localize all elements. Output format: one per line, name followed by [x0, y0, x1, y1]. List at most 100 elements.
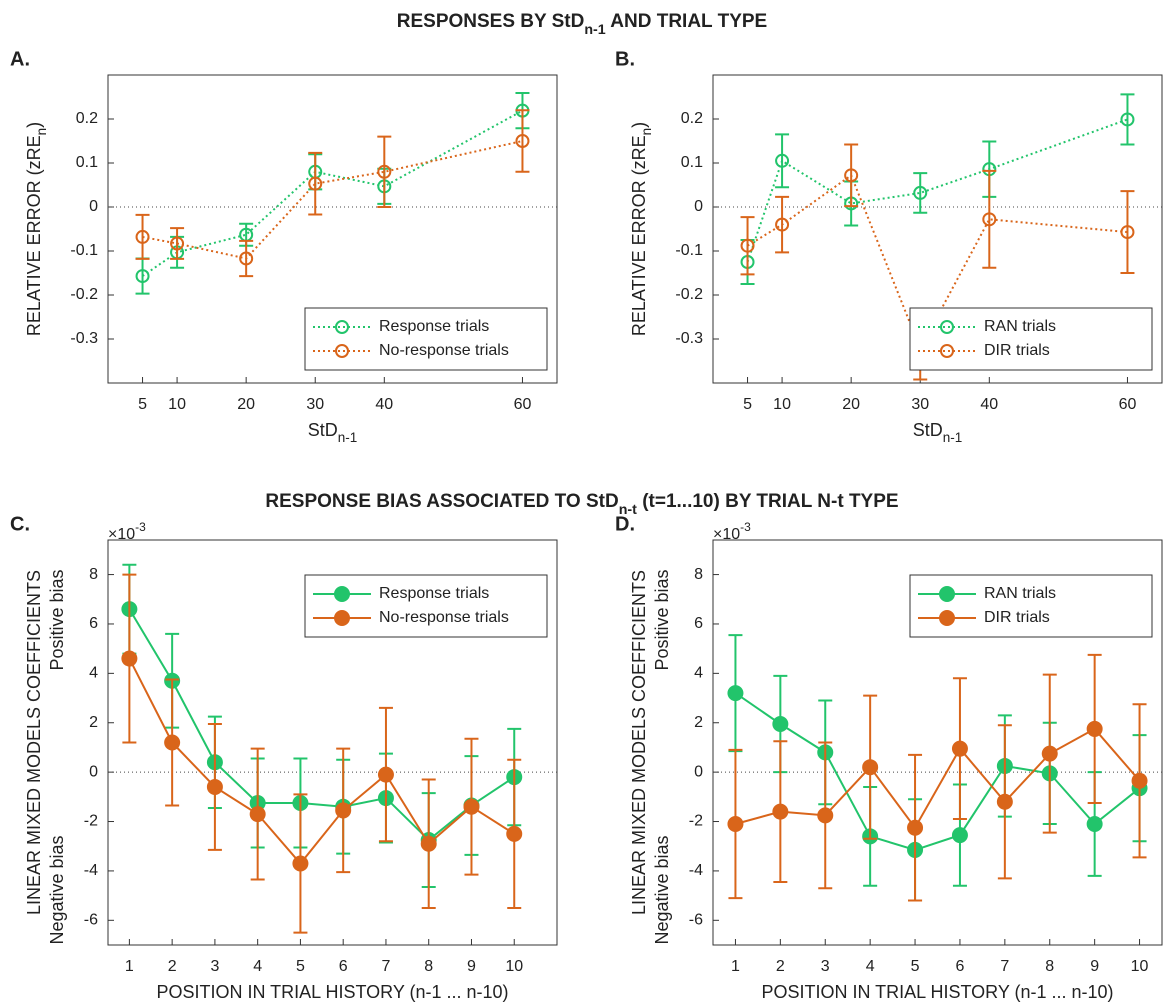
data-point — [506, 825, 523, 842]
y-tick-label: 6 — [89, 615, 98, 632]
x-tick-label: 9 — [1090, 958, 1099, 975]
x-tick-label: 2 — [168, 958, 177, 975]
x-axis-label-part: n-1 — [943, 430, 963, 445]
x-tick-label: 8 — [1045, 958, 1054, 975]
error-bar — [515, 109, 530, 173]
section-title-part: RESPONSES BY StD — [397, 11, 585, 32]
data-point — [164, 734, 181, 751]
error-bar — [775, 195, 790, 254]
error-bar — [135, 257, 150, 295]
error-bar — [135, 213, 150, 260]
data-point — [515, 134, 530, 148]
x-tick-label: 1 — [125, 958, 134, 975]
x-tick-label: 10 — [1131, 958, 1149, 975]
x-tick-label: 4 — [253, 958, 262, 975]
legend-label: Response trials — [379, 318, 489, 335]
data-point — [239, 251, 254, 266]
legend-label: DIR trials — [984, 342, 1050, 359]
x-tick-label: 40 — [375, 396, 393, 413]
x-axis-label-part: StD — [308, 420, 338, 440]
legend-marker — [939, 586, 955, 602]
legend-label: No-response trials — [379, 342, 509, 359]
x-axis-label-part: n-1 — [338, 430, 358, 445]
series-line — [734, 692, 1141, 851]
data-point — [996, 793, 1013, 810]
section-title: RESPONSE BIAS ASSOCIATED TO StDn-t (t=1.… — [265, 491, 898, 518]
data-point — [1120, 225, 1135, 240]
panel-label: D. — [615, 513, 635, 535]
x-tick-label: 3 — [821, 958, 830, 975]
error-bar — [170, 227, 185, 260]
section-title-part: n-1 — [584, 22, 605, 38]
data-point — [775, 153, 790, 168]
data-point — [775, 217, 790, 232]
error-bar — [913, 172, 928, 214]
bias-label: Positive bias — [652, 569, 672, 670]
x-tick-label: 10 — [168, 396, 186, 413]
data-point — [1086, 815, 1103, 832]
x-axis-label: StDn-1 — [913, 420, 963, 445]
error-bar — [1120, 190, 1135, 274]
error-bar — [1120, 93, 1135, 146]
y-tick-label: -0.1 — [675, 242, 703, 259]
x-tick-label: 30 — [911, 396, 929, 413]
x-tick-label: 7 — [1000, 958, 1009, 975]
y-axis-label: RELATIVE ERROR (zREn) — [24, 122, 49, 336]
series-line — [141, 109, 523, 277]
y-tick-label: -4 — [689, 862, 703, 879]
x-tick-label: 5 — [138, 396, 147, 413]
legend-marker — [334, 586, 350, 602]
panel-label: A. — [10, 48, 30, 70]
legend-marker — [335, 344, 349, 358]
data-point — [817, 807, 834, 824]
data-point — [135, 269, 150, 284]
error-bar — [308, 151, 323, 216]
x-tick-label: 20 — [237, 396, 255, 413]
y-tick-label: 2 — [89, 714, 98, 731]
legend-marker — [940, 320, 954, 334]
data-point — [982, 212, 997, 227]
y-axis-label-part: RELATIVE ERROR (zRE — [629, 135, 649, 336]
x-axis-label: StDn-1 — [308, 420, 358, 445]
data-point — [727, 815, 744, 832]
data-point — [1041, 745, 1058, 762]
plot-area — [107, 539, 558, 946]
scale-label-part: -3 — [740, 520, 751, 534]
plot-area — [712, 74, 1163, 384]
y-tick-label: 0.2 — [76, 110, 98, 127]
data-point — [1120, 112, 1135, 127]
data-point — [170, 236, 185, 251]
x-tick-label: 6 — [955, 958, 964, 975]
y-tick-label: -0.3 — [70, 330, 98, 347]
y-tick-label: 0.1 — [681, 154, 703, 171]
legend-label: DIR trials — [984, 609, 1050, 626]
x-tick-label: 2 — [776, 958, 785, 975]
bias-label: Positive bias — [47, 569, 67, 670]
x-tick-label: 10 — [505, 958, 523, 975]
x-axis-label: POSITION IN TRIAL HISTORY (n-1 ... n-10) — [156, 982, 508, 1002]
x-tick-label: 5 — [743, 396, 752, 413]
data-point — [740, 238, 755, 253]
y-tick-label: 0 — [694, 763, 703, 780]
scale-label-part: ×10 — [108, 526, 135, 543]
x-tick-label: 3 — [210, 958, 219, 975]
y-tick-label: -2 — [689, 813, 703, 830]
series-line — [735, 727, 1141, 830]
y-tick-label: -4 — [84, 862, 98, 879]
x-tick-label: 60 — [1119, 396, 1137, 413]
x-tick-label: 8 — [424, 958, 433, 975]
data-point — [1086, 720, 1103, 737]
y-tick-label: 0.1 — [76, 154, 98, 171]
x-tick-label: 5 — [911, 958, 920, 975]
series-line — [746, 118, 1128, 263]
data-point — [308, 176, 323, 191]
section-title: RESPONSES BY StDn-1 AND TRIAL TYPE — [397, 11, 767, 38]
data-point — [844, 168, 859, 183]
x-tick-label: 40 — [980, 396, 998, 413]
y-tick-label: -0.2 — [70, 286, 98, 303]
y-tick-label: 4 — [89, 665, 98, 682]
x-tick-label: 1 — [731, 958, 740, 975]
y-tick-label: 0.2 — [681, 110, 703, 127]
y-tick-label: -2 — [84, 813, 98, 830]
y-axis-label: LINEAR MIXED MODELS COEFFICIENTS — [24, 570, 44, 915]
